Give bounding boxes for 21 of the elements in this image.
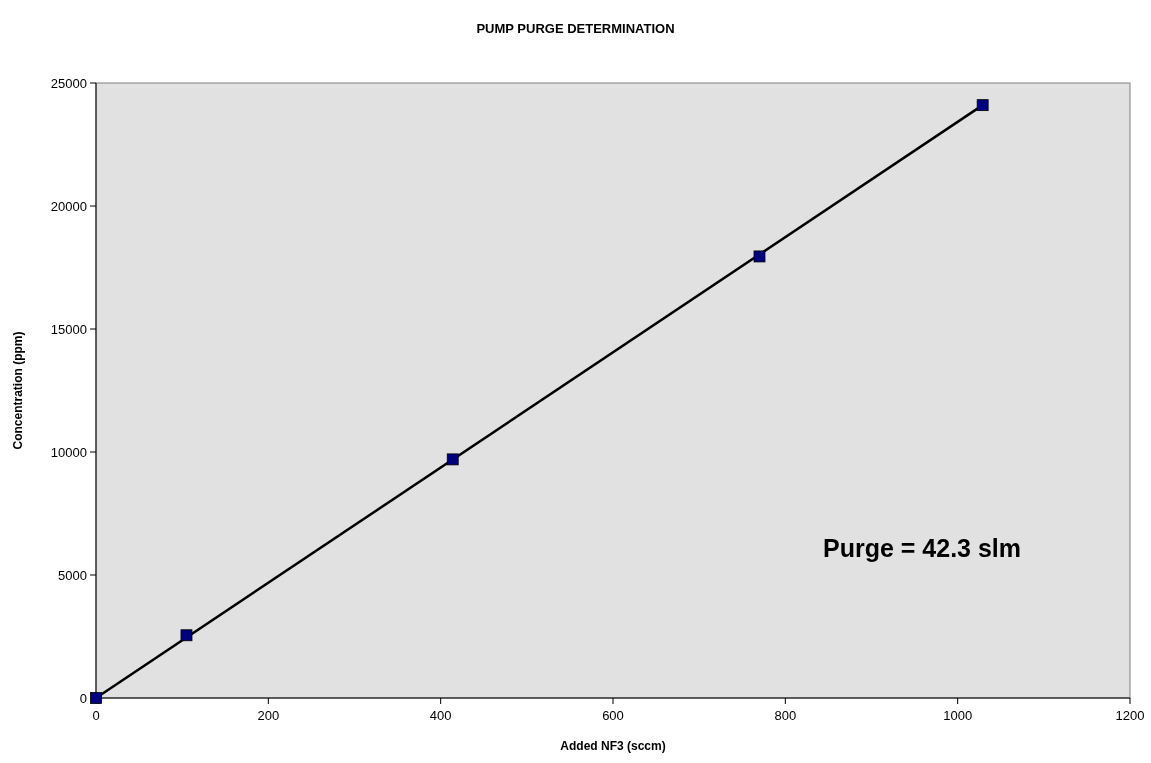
y-tick-label: 20000 bbox=[50, 199, 87, 214]
point bbox=[446, 453, 459, 466]
y-tick-label: 5000 bbox=[58, 568, 87, 583]
y-tick-label: 15000 bbox=[50, 322, 87, 337]
y-tick-label: 10000 bbox=[50, 445, 87, 460]
y-tick-label: 0 bbox=[79, 691, 87, 706]
x-axis-title: Added NF3 (sccm) bbox=[560, 739, 666, 753]
y-tick-label: 25000 bbox=[50, 76, 87, 91]
point bbox=[180, 629, 193, 642]
point bbox=[753, 250, 766, 263]
x-tick-label: 400 bbox=[429, 708, 452, 723]
x-tick-label: 800 bbox=[774, 708, 797, 723]
annotation: Purge = 42.3 slm bbox=[822, 534, 1022, 562]
x-tick-label: 200 bbox=[257, 708, 280, 723]
point bbox=[976, 99, 989, 112]
x-tick-label: 600 bbox=[602, 708, 624, 723]
y-axis-title: Concentration (ppm) bbox=[11, 331, 25, 450]
chart-title: PUMP PURGE DETERMINATION bbox=[476, 21, 675, 36]
x-tick-label: 1000 bbox=[943, 708, 973, 723]
x-tick-label: 1200 bbox=[1115, 708, 1145, 723]
x-tick-label: 0 bbox=[92, 708, 100, 723]
